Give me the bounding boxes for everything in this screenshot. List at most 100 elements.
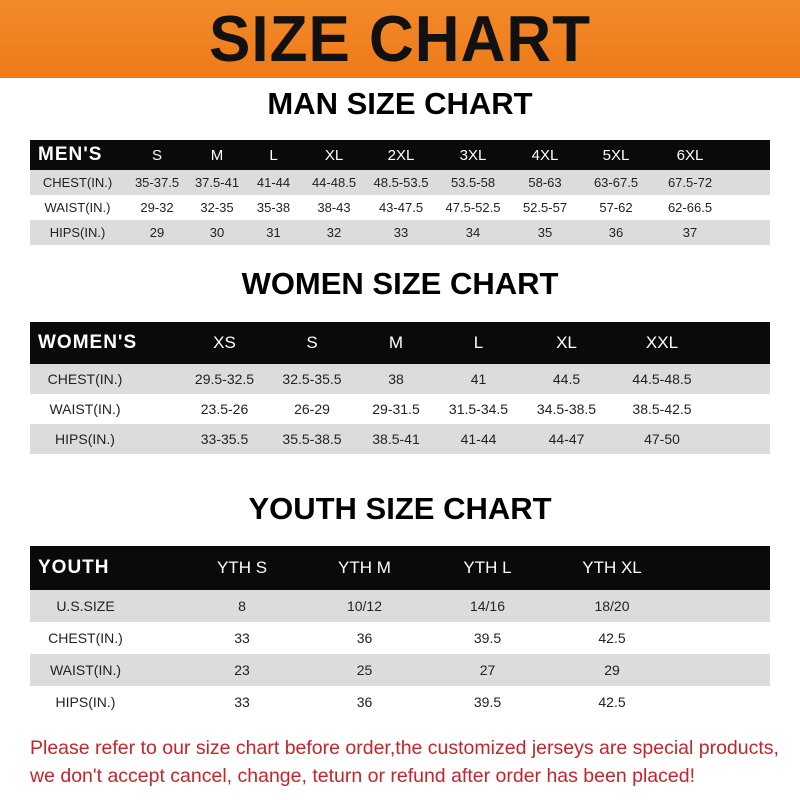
table-cell: 31: [266, 225, 281, 240]
size-header-cell: YTH L: [463, 558, 512, 577]
row-label: WAIST(IN.): [49, 662, 122, 678]
row-label: CHEST(IN.): [47, 371, 123, 387]
table-cell: 10/12: [346, 598, 383, 614]
table-row: HIPS(IN.) 33 36 39.5 42.5: [30, 686, 770, 718]
order-notice: Please refer to our size chart before or…: [30, 734, 790, 790]
size-header-cell: S: [151, 146, 162, 164]
table-cell: 27: [479, 662, 496, 678]
table-cell: 34: [465, 225, 481, 240]
women-chart-title: WOMEN SIZE CHART: [241, 266, 559, 301]
table-row: WAIST(IN.) 23 25 27 29: [30, 654, 770, 686]
size-header-cell: L: [473, 333, 484, 352]
table-cell: 30: [209, 225, 225, 240]
table-cell: 32-35: [200, 200, 234, 215]
table-cell: 44-48.5: [311, 175, 357, 190]
table-cell: 35-37.5: [134, 175, 180, 190]
row-label: CHEST(IN.): [42, 175, 113, 190]
table-row: WAIST(IN.) 29-32 32-35 35-38 38-43 43-47.5 47.…: [30, 195, 770, 220]
table-cell: 29-31.5: [372, 401, 420, 417]
table-cell: 29: [604, 662, 620, 678]
row-label: HIPS(IN.): [55, 431, 115, 447]
table-cell: 29: [149, 225, 165, 240]
notice-line-1: Please refer to our size chart before or…: [30, 737, 779, 759]
row-label: HIPS(IN.): [49, 225, 106, 240]
table-cell: 42.5: [598, 630, 626, 646]
table-cell: 14/16: [469, 598, 506, 614]
table-cell: 36: [356, 694, 373, 710]
table-cell: 42.5: [598, 694, 626, 710]
table-header-label: YOUTH: [38, 557, 110, 578]
table-cell: 39.5: [473, 694, 502, 710]
table-cell: 33: [393, 225, 409, 240]
table-cell: 47.5-52.5: [445, 200, 501, 215]
row-label: CHEST(IN.): [48, 630, 123, 646]
table-header-label: MEN'S: [38, 144, 103, 165]
size-header-cell: XL: [556, 333, 577, 352]
table-header-row: MEN'S S M L XL 2XL 3XL 4XL 5XL 6XL: [30, 140, 770, 170]
table-cell: 33: [234, 694, 250, 710]
table-cell: 18/20: [594, 598, 630, 614]
table-cell: 29-32: [140, 200, 174, 215]
size-header-cell: M: [388, 333, 404, 352]
youth-size-table: YOUTH YTH S YTH M YTH L YTH XL U.S.SIZE 8 10/12…: [30, 546, 770, 718]
size-header-cell: XXL: [645, 333, 679, 352]
table-row: U.S.SIZE 8 10/12 14/16 18/20: [30, 590, 770, 622]
table-cell: 35-38: [256, 200, 291, 215]
table-cell: 23.5-26: [200, 401, 249, 417]
size-header-cell: XL: [324, 146, 344, 164]
row-label: U.S.SIZE: [56, 598, 115, 614]
table-row: HIPS(IN.) 29 30 31 32 33 34 35 36 37: [30, 220, 770, 245]
table-cell: 33: [234, 630, 250, 646]
table-cell: 36: [356, 630, 373, 646]
size-header-cell: YTH S: [216, 558, 268, 577]
table-cell: 44.5: [552, 371, 581, 387]
table-cell: 47-50: [644, 431, 680, 447]
size-header-cell: 4XL: [531, 146, 559, 164]
size-header-cell: 2XL: [387, 146, 415, 164]
table-cell: 38.5-41: [372, 431, 420, 447]
size-header-cell: YTH XL: [582, 558, 642, 577]
table-cell: 23: [234, 662, 250, 678]
size-chart-banner: SIZE CHART: [0, 0, 800, 78]
notice-line-2: we don't accept cancel, change, teturn o…: [30, 765, 695, 787]
table-cell: 31.5-34.5: [448, 401, 509, 417]
table-cell: 41-44: [256, 175, 291, 190]
table-cell: 44-47: [548, 431, 585, 447]
table-cell: 35: [537, 225, 553, 240]
size-header-cell: 6XL: [676, 146, 704, 164]
table-cell: 29.5-32.5: [194, 371, 255, 387]
table-row: CHEST(IN.) 33 36 39.5 42.5: [30, 622, 770, 654]
size-header-cell: L: [269, 146, 278, 164]
row-label: HIPS(IN.): [55, 694, 116, 710]
row-label: WAIST(IN.): [49, 401, 121, 417]
table-cell: 37.5-41: [194, 175, 240, 190]
size-header-cell: 3XL: [459, 146, 487, 164]
table-cell: 35.5-38.5: [282, 431, 342, 447]
row-label: WAIST(IN.): [44, 200, 111, 215]
table-cell: 58-63: [528, 175, 562, 190]
table-cell: 52.5-57: [522, 200, 568, 215]
table-header-row: YOUTH YTH S YTH M YTH L YTH XL: [30, 546, 770, 590]
men-size-table: MEN'S S M L XL 2XL 3XL 4XL 5XL 6XL CHEST(IN.) 35-37…: [30, 140, 770, 245]
banner-title: SIZE CHART: [209, 2, 591, 76]
table-cell: 33-35.5: [200, 431, 249, 447]
table-cell: 41: [470, 371, 487, 387]
table-cell: 37: [682, 225, 698, 240]
table-cell: 32.5-35.5: [282, 371, 342, 387]
men-chart-title: MAN SIZE CHART: [267, 86, 533, 121]
size-header-cell: M: [210, 146, 224, 164]
table-header-row: WOMEN'S XS S M L XL XXL: [30, 322, 770, 364]
youth-chart-title: YOUTH SIZE CHART: [248, 491, 552, 526]
women-size-table: WOMEN'S XS S M L XL XXL CHEST(IN.) 29.5-32.5 32.5…: [30, 322, 770, 454]
table-cell: 38: [388, 371, 404, 387]
table-cell: 63-67.5: [593, 175, 639, 190]
table-cell: 32: [326, 225, 342, 240]
table-cell: 8: [238, 598, 246, 614]
table-cell: 39.5: [473, 630, 502, 646]
table-row: CHEST(IN.) 35-37.5 37.5-41 41-44 44-48.5 48.5…: [30, 170, 770, 195]
table-row: WAIST(IN.) 23.5-26 26-29 29-31.5 31.5-34.5 34…: [30, 394, 770, 424]
table-cell: 44.5-48.5: [632, 371, 692, 387]
size-header-cell: YTH M: [338, 558, 391, 577]
table-cell: 48.5-53.5: [373, 175, 429, 190]
table-cell: 36: [608, 225, 624, 240]
